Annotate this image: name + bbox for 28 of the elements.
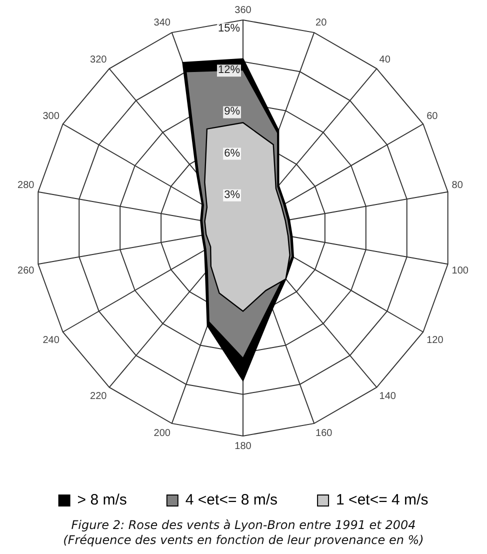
y-tick-label: 9% [224, 106, 240, 118]
y-tick-label: 15% [218, 22, 240, 35]
spoke-label: 160 [316, 428, 333, 439]
spoke-label: 280 [18, 180, 35, 191]
spoke-label: 340 [154, 18, 171, 29]
spoke-label: 260 [18, 266, 35, 277]
spoke-label: 200 [154, 428, 171, 439]
spoke-label: 240 [42, 334, 60, 346]
caption: Figure 2: Rose des vents à Lyon-Bron entre 1991 et 2004 [70, 518, 417, 533]
legend-label: > 8 m/s [77, 492, 127, 509]
y-tick-label: 6% [224, 147, 240, 160]
spoke-label: 300 [42, 110, 60, 122]
spoke-label: 80 [452, 180, 464, 191]
y-tick-label: 12% [218, 64, 240, 76]
spoke-label: 320 [90, 54, 108, 66]
y-tick-label: 3% [224, 188, 240, 201]
spoke-label: 360 [234, 4, 252, 16]
text: (Fréquence des vents en fonction de leur provenance en %) [62, 533, 425, 548]
spoke-label: 40 [379, 54, 391, 66]
spoke-label: 60 [426, 110, 438, 122]
spoke-label: 120 [426, 334, 444, 346]
spoke-label: 20 [316, 18, 328, 29]
spoke-label: 220 [90, 391, 108, 402]
legend-label: 1 <et<= 4 m/s [336, 492, 428, 509]
spoke-label: 180 [234, 440, 252, 452]
spoke-label: 100 [452, 266, 469, 277]
legend-label: 4 <et<= 8 m/s [185, 492, 278, 509]
spoke-label: 140 [379, 391, 396, 402]
